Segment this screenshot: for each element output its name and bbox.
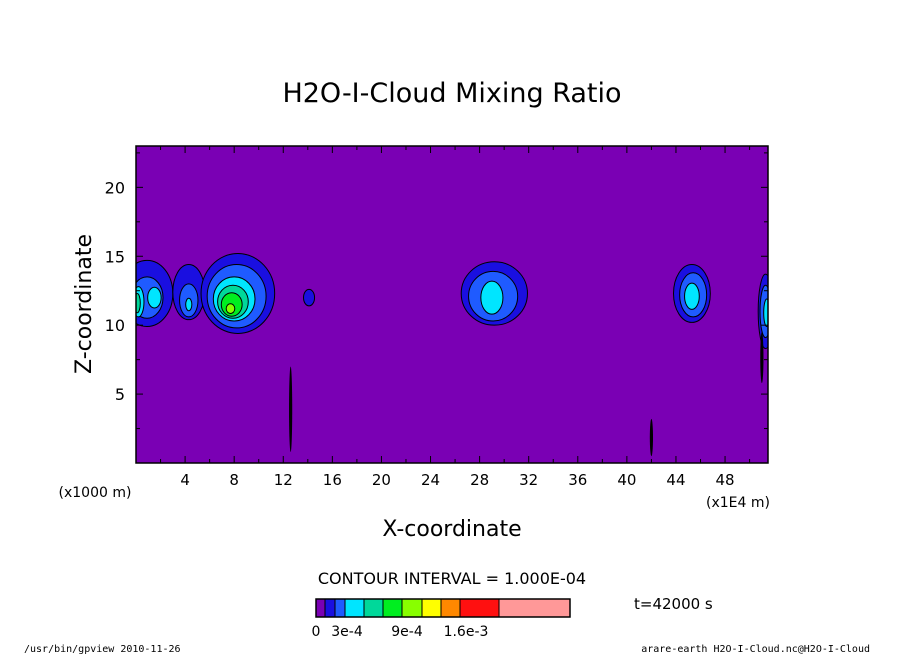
y-axis-label: Z-coordinate: [72, 234, 97, 374]
colorbar-label: 3e-4: [331, 624, 363, 640]
colorbar-frame: [315, 598, 571, 618]
colorbar-label: 1.6e-3: [444, 624, 489, 640]
y-tick-label: 5: [115, 385, 125, 404]
footer-left: /usr/bin/gpview 2010-11-26: [24, 644, 181, 654]
x-tick-label: 48: [716, 471, 735, 489]
x-tick-label: 12: [274, 471, 293, 489]
x-axis-ticks: 4 8 12 16 20 24 28 32 36 40 44 48: [160, 146, 751, 489]
colorbar-swatch: [421, 598, 442, 618]
thin-cloud-feature: [289, 366, 293, 452]
x-tick-label: 20: [372, 471, 391, 489]
y-tick-label: 15: [105, 247, 125, 266]
colorbar-swatch: [334, 598, 346, 618]
x-axis-label: X-coordinate: [382, 517, 521, 542]
colorbar-swatch: [498, 598, 571, 618]
x-tick-label: 16: [323, 471, 342, 489]
contour-level-3-blob: [147, 286, 162, 309]
colorbar-swatch: [344, 598, 365, 618]
thin-features: [289, 332, 764, 457]
colorbar-swatch: [324, 598, 336, 618]
colorbar: [315, 598, 571, 618]
contour-level-6-blob: [225, 303, 236, 314]
colorbar-label: 9e-4: [391, 624, 423, 640]
contour-level-3-blob: [480, 280, 504, 315]
chart-title: H2O-I-Cloud Mixing Ratio: [282, 78, 621, 109]
x-tick-label: 24: [421, 471, 440, 489]
contour-interval-label: CONTOUR INTERVAL = 1.000E-04: [318, 569, 586, 588]
contour-level-3-blob: [763, 298, 768, 328]
colorbar-swatch: [440, 598, 461, 618]
x-unit-left: (x1000 m): [59, 485, 132, 501]
footer-right: arare-earth_H2O-I-Cloud.nc@H2O-I-Cloud: [641, 644, 870, 654]
x-tick-label: 40: [617, 471, 636, 489]
y-axis-ticks: 5 10 15 20: [105, 152, 768, 430]
colorbar-swatch: [363, 598, 384, 618]
colorbar-swatch: [401, 598, 423, 618]
colorbar-labels: 0 3e-4 9e-4 1.6e-3: [312, 624, 489, 640]
time-label: t=42000 s: [634, 595, 713, 613]
colorbar-swatch: [315, 598, 326, 618]
colorbar-swatch: [459, 598, 500, 618]
x-tick-label: 36: [568, 471, 587, 489]
contour-level-3-blob: [684, 282, 700, 310]
x-unit-right: (x1E4 m): [706, 495, 770, 511]
contour-level-4-blob: [136, 292, 141, 314]
y-tick-label: 10: [105, 316, 125, 335]
colorbar-label: 0: [312, 624, 321, 640]
y-tick-label: 20: [105, 178, 125, 197]
x-tick-label: 4: [180, 471, 190, 489]
colorbar-swatch: [382, 598, 403, 618]
x-tick-label: 32: [519, 471, 538, 489]
thin-cloud-feature: [649, 418, 654, 457]
x-tick-label: 28: [470, 471, 489, 489]
plot-frame: [135, 145, 769, 464]
contour-level-3-blob: [185, 297, 193, 312]
thin-cloud-feature: [760, 332, 764, 384]
contour-level-1-blob: [303, 288, 316, 307]
x-tick-label: 44: [666, 471, 685, 489]
x-tick-label: 8: [229, 471, 239, 489]
contour-fills: [136, 253, 768, 350]
